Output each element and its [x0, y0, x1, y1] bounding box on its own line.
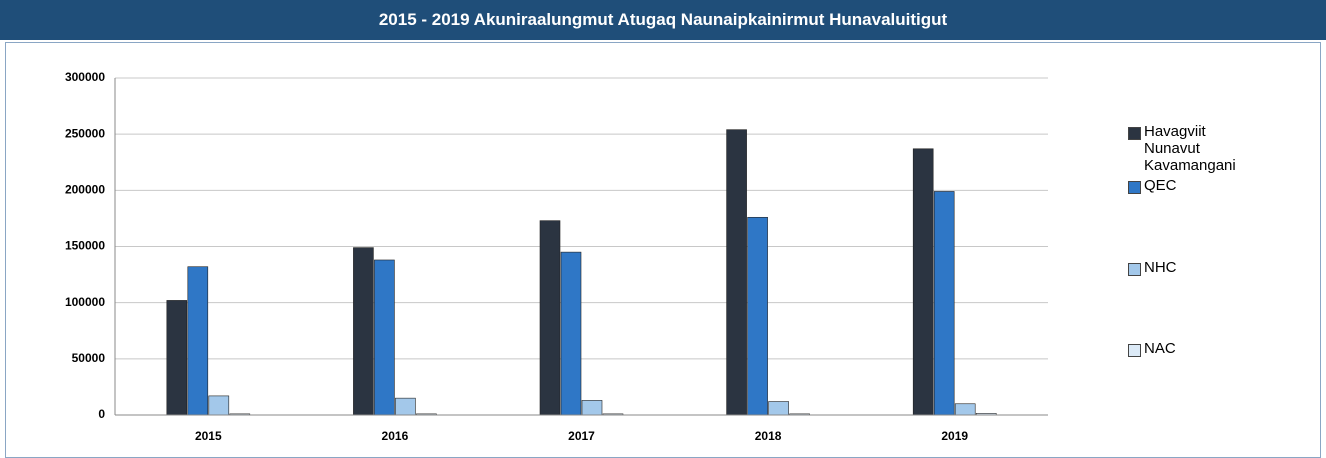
- bar: [747, 216, 768, 416]
- y-tick-label: 250000: [65, 126, 105, 140]
- y-tick-label: 300000: [65, 70, 105, 84]
- bar: [912, 148, 934, 416]
- bar: [954, 403, 976, 416]
- bar: [208, 395, 230, 416]
- x-tick-label: 2019: [941, 429, 968, 443]
- y-tick-label: 50000: [72, 351, 106, 365]
- legend-swatch: [1128, 263, 1141, 276]
- legend-label: NHC: [1144, 259, 1177, 276]
- legend-item: NHC: [1128, 259, 1228, 276]
- y-tick-label: 200000: [65, 183, 105, 197]
- x-tick-label: 2015: [195, 429, 222, 443]
- chart-title: 2015 - 2019 Akuniraalungmut Atugaq Nauna…: [0, 0, 1326, 40]
- y-tick-label: 100000: [65, 295, 105, 309]
- bar: [768, 401, 789, 416]
- bar: [581, 400, 603, 416]
- legend-label: QEC: [1144, 177, 1177, 194]
- legend-item: NAC: [1128, 340, 1228, 357]
- bar: [539, 220, 561, 416]
- legend-swatch: [1128, 344, 1141, 357]
- bar: [374, 259, 395, 416]
- legend-item: QEC: [1128, 177, 1228, 194]
- y-tick-label: 0: [98, 407, 105, 421]
- x-tick-label: 2017: [568, 429, 595, 443]
- x-tick-label: 2018: [755, 429, 782, 443]
- legend-label: NAC: [1144, 340, 1176, 357]
- bar: [726, 129, 747, 416]
- bar: [166, 300, 188, 416]
- bar: [395, 397, 416, 416]
- legend-swatch: [1128, 181, 1141, 194]
- legend-label: Havagviit Nunavut Kavamangani: [1144, 123, 1236, 174]
- bar: [560, 251, 582, 416]
- y-tick-label: 150000: [65, 239, 105, 253]
- bar: [353, 247, 374, 416]
- x-tick-label: 2016: [382, 429, 409, 443]
- bar: [933, 191, 955, 416]
- bar: [187, 266, 209, 416]
- legend-item: Havagviit Nunavut Kavamangani: [1128, 123, 1236, 174]
- legend-swatch: [1128, 127, 1141, 140]
